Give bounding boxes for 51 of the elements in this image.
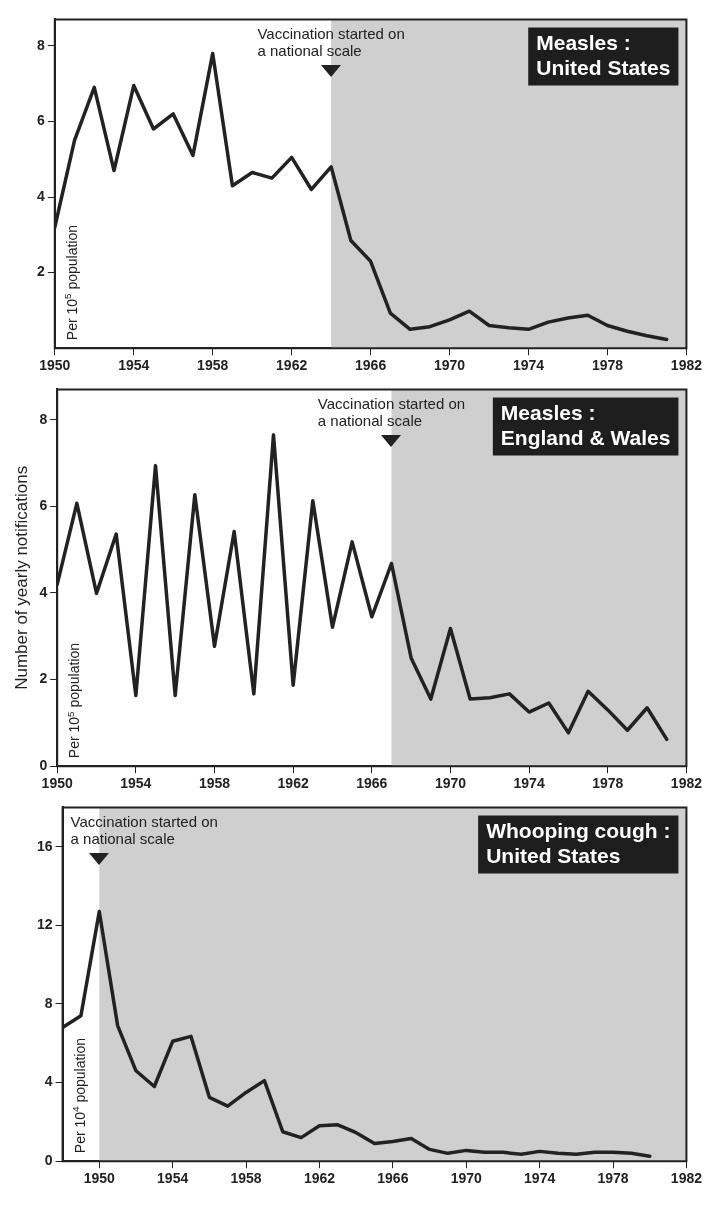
y-tick-label: 0: [44, 1152, 53, 1169]
y-tick-label: 4: [39, 583, 48, 600]
x-tick-label: 1982: [670, 1170, 703, 1187]
x-tick-label: 1954: [120, 775, 152, 792]
x-tick-label: 1954: [157, 1170, 189, 1187]
band-label: Vaccination started on a national scale: [70, 813, 218, 848]
y-tick-label: 4: [36, 187, 45, 204]
y-tick-label: 8: [44, 994, 53, 1011]
x-tick-label: 1950: [39, 357, 71, 374]
x-tick-label: 1982: [670, 357, 703, 374]
annotation: Per 105 population: [64, 642, 83, 759]
band-label: Vaccination started on a national scale: [257, 25, 405, 60]
x-tick-label: 1978: [591, 357, 624, 374]
y-tick-label: 6: [39, 497, 48, 514]
y-tick-label: 2: [39, 670, 48, 687]
y-tick-label: 4: [44, 1073, 53, 1090]
x-tick-label: 1970: [433, 357, 466, 374]
x-tick-label: 1966: [377, 1170, 409, 1187]
x-tick-label: 1962: [276, 357, 308, 374]
x-tick-label: 1970: [434, 775, 467, 792]
y-tick-label: 8: [39, 410, 48, 427]
x-tick-label: 1982: [670, 775, 703, 792]
x-tick-label: 1962: [303, 1170, 336, 1187]
y-tick-label: 12: [36, 916, 53, 933]
text: Measles : England & Wales: [500, 400, 671, 449]
y-tick-label: 2: [36, 263, 45, 280]
x-tick-label: 1958: [230, 1170, 262, 1187]
x-tick-label: 1974: [512, 357, 545, 374]
band-label: Vaccination started on a national scale: [317, 395, 466, 430]
y-tick-label: 8: [36, 36, 45, 53]
text: Whooping cough : United States: [486, 818, 671, 867]
y-tick-label: 16: [36, 837, 53, 854]
y-tick-label: 0: [39, 757, 48, 774]
x-tick-label: 1974: [513, 775, 545, 792]
x-tick-label: 1966: [356, 775, 388, 792]
x-tick-label: 1950: [83, 1170, 116, 1187]
x-tick-label: 1950: [41, 775, 73, 792]
y-tick-label: 6: [36, 112, 45, 129]
annotation: Per 104 population: [69, 1037, 88, 1154]
x-tick-label: 1966: [355, 357, 387, 374]
annotation: Per 105 population: [62, 224, 80, 341]
y-axis-title: Number of yearly notifications: [11, 465, 31, 690]
text: Measles : United States: [536, 30, 671, 79]
x-tick-label: 1958: [197, 357, 229, 374]
x-tick-label: 1978: [597, 1170, 629, 1187]
x-tick-label: 1962: [277, 775, 309, 792]
x-tick-label: 1958: [198, 775, 231, 792]
x-tick-label: 1978: [592, 775, 624, 792]
x-tick-label: 1974: [524, 1170, 556, 1187]
x-tick-label: 1970: [450, 1170, 483, 1187]
x-tick-label: 1954: [118, 357, 150, 374]
